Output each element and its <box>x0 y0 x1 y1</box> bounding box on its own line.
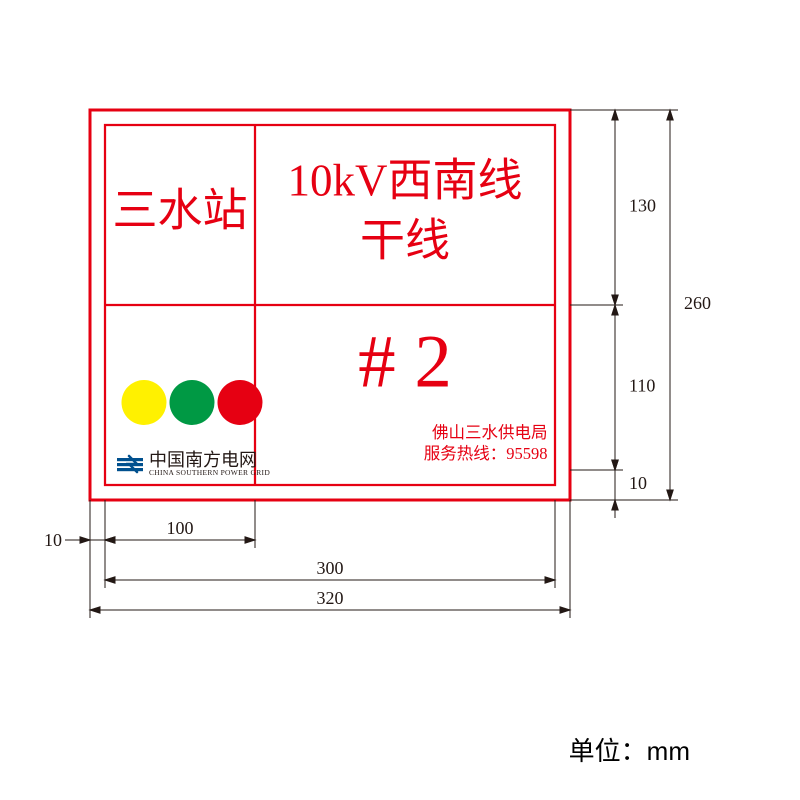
logo-text-en: CHINA SOUTHERN POWER GRID <box>149 468 270 477</box>
dim-label: 110 <box>629 376 655 396</box>
station-name: 三水站 <box>112 185 247 235</box>
dim-label: 320 <box>317 588 344 608</box>
dim-label: 10 <box>629 473 647 493</box>
technical-drawing: 三水站 10kV西南线干线 # 2 佛山三水供电局服务热线：95598 中国南方电网CH… <box>0 0 800 800</box>
dim-label: 10 <box>44 530 62 550</box>
dim-label: 100 <box>167 518 194 538</box>
line-name-1: 10kV西南线 <box>288 155 523 205</box>
bureau-name: 佛山三水供电局 <box>432 423 548 442</box>
phase-circle <box>218 380 263 425</box>
dim-label: 260 <box>684 293 711 313</box>
sign-plate: 三水站 10kV西南线干线 # 2 佛山三水供电局服务热线：95598 中国南方电网CH… <box>90 110 570 500</box>
hotline: 服务热线：95598 <box>424 444 548 463</box>
line-name-2: 干线 <box>360 215 450 265</box>
pole-number: # 2 <box>358 321 452 404</box>
logo-text-cn: 中国南方电网 <box>149 450 257 470</box>
dim-label: 300 <box>317 558 344 578</box>
phase-circle <box>122 380 167 425</box>
phase-circle <box>170 380 215 425</box>
unit-label: 单位：mm <box>569 736 690 766</box>
dim-label: 130 <box>629 196 656 216</box>
